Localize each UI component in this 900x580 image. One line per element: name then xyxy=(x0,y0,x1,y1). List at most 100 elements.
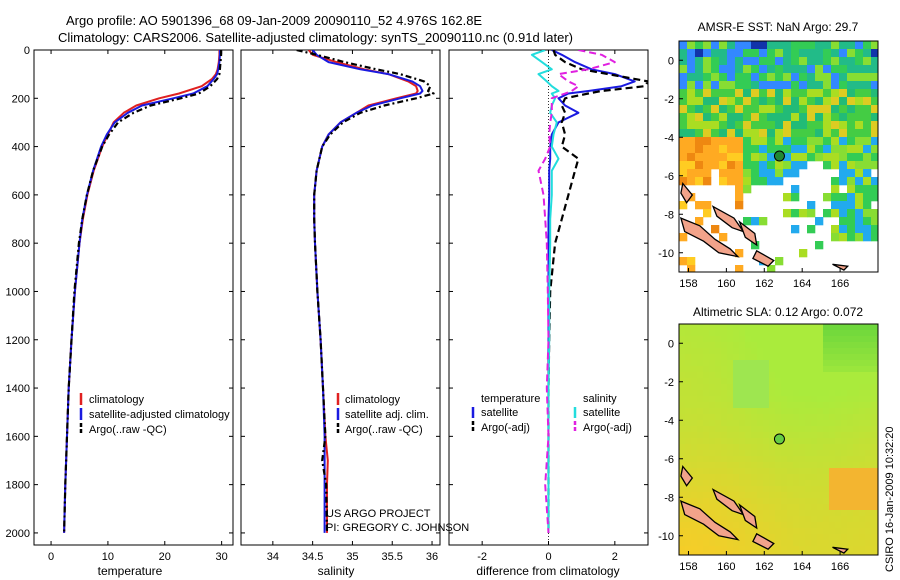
map-cell xyxy=(855,81,864,90)
map-cell xyxy=(781,480,788,487)
map-cell xyxy=(733,402,740,409)
map-cell xyxy=(679,169,688,178)
map-cell xyxy=(805,366,812,373)
map-cell xyxy=(831,233,840,242)
map-cell xyxy=(735,129,744,138)
map-y-tick-label: -6 xyxy=(664,171,674,183)
map-cell xyxy=(847,528,854,535)
map-cell xyxy=(697,396,704,403)
map-cell xyxy=(733,522,740,529)
map-cell xyxy=(721,540,728,547)
map-cell xyxy=(855,137,864,146)
map-cell xyxy=(847,97,856,106)
map-cell xyxy=(727,177,736,186)
map-cell xyxy=(847,89,856,98)
map-y-tick-label: -4 xyxy=(664,415,674,427)
map-cell xyxy=(859,396,866,403)
map-cell xyxy=(793,360,800,367)
map-cell xyxy=(799,402,806,409)
map-cell xyxy=(691,330,698,337)
map-cell xyxy=(703,486,710,493)
map-cell xyxy=(823,462,830,469)
map-cell xyxy=(805,468,812,475)
map-cell xyxy=(871,510,878,517)
map-cell xyxy=(757,390,764,397)
map-cell xyxy=(751,153,760,162)
island xyxy=(680,465,694,487)
map-cell xyxy=(783,121,792,130)
map-cell xyxy=(727,486,734,493)
map-cell xyxy=(763,396,770,403)
map-cell xyxy=(757,492,764,499)
map-cell xyxy=(775,348,782,355)
map-cell xyxy=(775,366,782,373)
map-cell xyxy=(847,65,856,74)
map-cell xyxy=(763,444,770,451)
map-cell xyxy=(853,378,860,385)
map-cell xyxy=(679,444,686,451)
map-cell xyxy=(751,420,758,427)
map-cell xyxy=(811,498,818,505)
map-cell xyxy=(739,390,746,397)
x-tick-label: 30 xyxy=(216,551,228,563)
map-cell xyxy=(775,522,782,529)
map-cell xyxy=(727,153,736,162)
map-cell xyxy=(787,426,794,433)
map-cell xyxy=(799,516,806,523)
project-credit-line-1: US ARGO PROJECT xyxy=(326,508,431,520)
map-cell xyxy=(715,414,722,421)
map-cell xyxy=(775,390,782,397)
map-cell xyxy=(691,540,698,547)
map-cell xyxy=(709,402,716,409)
map-cell xyxy=(709,336,716,343)
map-cell xyxy=(811,348,818,355)
map-cell xyxy=(695,105,704,114)
map-cell xyxy=(831,145,840,154)
map-cell xyxy=(863,129,872,138)
island xyxy=(679,499,740,541)
map-cell xyxy=(865,522,872,529)
map-cell xyxy=(721,396,728,403)
map-cell xyxy=(687,153,696,162)
map-cell xyxy=(839,81,848,90)
map-cell xyxy=(799,540,806,547)
map-cell xyxy=(859,456,866,463)
map-cell xyxy=(829,426,836,433)
map-cell xyxy=(863,113,872,122)
legend-label-satellite: satellite adj. clim. xyxy=(345,409,429,421)
island xyxy=(711,205,746,233)
map-cell xyxy=(839,145,848,154)
map-cell xyxy=(751,480,758,487)
map-cell xyxy=(721,324,728,331)
map-cell xyxy=(811,480,818,487)
map-y-tick-label: -10 xyxy=(658,531,674,543)
map-cell xyxy=(823,89,832,98)
map-cell xyxy=(847,201,856,210)
map-cell xyxy=(703,396,710,403)
map-cell xyxy=(847,450,854,457)
map-cell xyxy=(817,480,824,487)
map-cell xyxy=(823,546,830,553)
map-cell xyxy=(865,510,872,517)
map-cell xyxy=(823,360,830,367)
map-cell xyxy=(751,113,760,122)
map-cell xyxy=(793,390,800,397)
map-cell xyxy=(841,486,848,493)
map-cell xyxy=(871,233,878,242)
map-cell xyxy=(769,432,776,439)
map-cell xyxy=(863,97,872,106)
map-cell xyxy=(685,396,692,403)
map-cell xyxy=(823,336,830,343)
map-cell xyxy=(727,468,734,475)
map-cell xyxy=(745,342,752,349)
map-cell xyxy=(703,414,710,421)
map-cell xyxy=(783,137,792,146)
map-cell xyxy=(763,546,770,553)
map-cell xyxy=(695,97,704,106)
map-cell xyxy=(709,450,716,457)
map-cell xyxy=(865,438,872,445)
map-cell xyxy=(865,390,872,397)
map-cell xyxy=(703,169,712,178)
map-cell xyxy=(791,49,800,58)
map-cell xyxy=(799,249,808,258)
